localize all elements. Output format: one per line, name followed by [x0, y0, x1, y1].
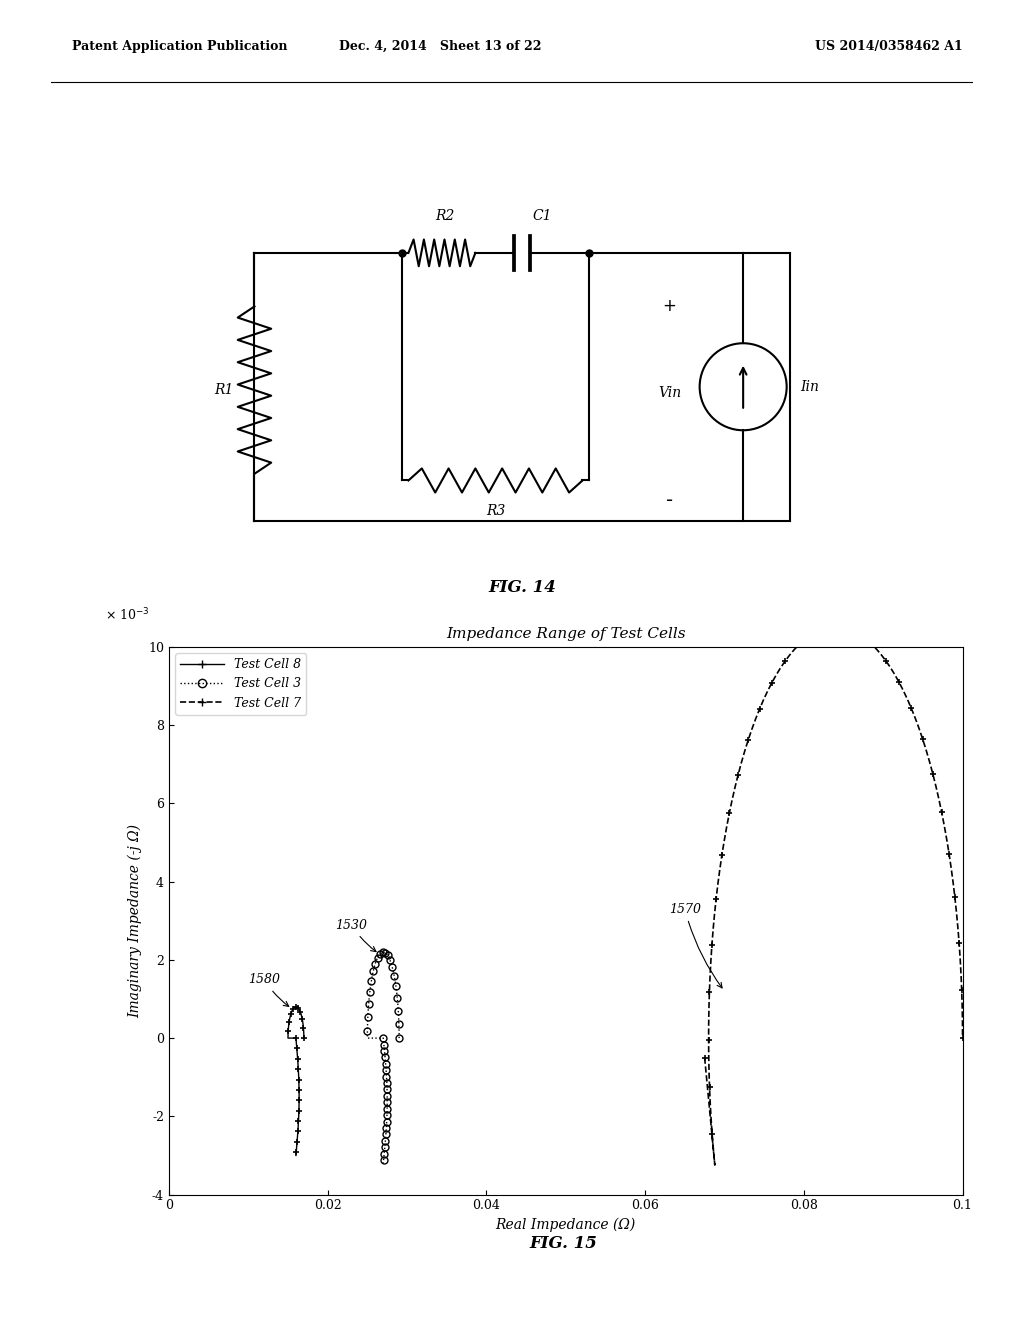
Text: $\times$ 10$^{-3}$: $\times$ 10$^{-3}$	[105, 607, 151, 624]
Test Cell 8	[290, 1147, 302, 1163]
Test Cell 3	[380, 1130, 392, 1146]
Test Cell 7	[831, 619, 844, 635]
Test Cell 8	[290, 999, 302, 1015]
Text: Iin: Iin	[800, 380, 819, 393]
Text: R2: R2	[435, 209, 455, 223]
Test Cell 8	[291, 1044, 303, 1060]
Text: 1530: 1530	[336, 919, 376, 952]
Test Cell 7	[718, 833, 730, 849]
Text: +: +	[663, 297, 677, 315]
Test Cell 3	[377, 1155, 389, 1171]
Title: Impedance Range of Test Cells: Impedance Range of Test Cells	[445, 627, 686, 642]
Test Cell 7	[943, 846, 955, 862]
Test Cell 3	[361, 1010, 374, 1026]
Text: Patent Application Publication: Patent Application Publication	[72, 40, 287, 53]
Test Cell 8	[282, 1027, 294, 1043]
Test Cell 8	[291, 1140, 303, 1156]
Test Cell 8	[289, 999, 301, 1015]
Test Cell 3	[380, 1056, 392, 1072]
Test Cell 7	[956, 1014, 969, 1030]
Text: US 2014/0358462 A1: US 2014/0358462 A1	[815, 40, 963, 53]
Test Cell 8	[298, 1030, 310, 1045]
Test Cell 8	[292, 1119, 304, 1135]
Text: R1: R1	[215, 383, 234, 397]
Line: Test Cell 3: Test Cell 3	[364, 949, 402, 1167]
Test Cell 8	[286, 1005, 298, 1020]
Text: C1: C1	[532, 209, 552, 223]
Test Cell 7	[709, 1158, 721, 1173]
Test Cell 7	[723, 805, 735, 821]
Test Cell 3	[378, 944, 390, 960]
Test Cell 7	[851, 626, 863, 642]
Y-axis label: Imaginary Impedance (-j Ω): Imaginary Impedance (-j Ω)	[128, 824, 142, 1018]
Text: FIG. 14: FIG. 14	[488, 579, 556, 597]
Text: R3: R3	[485, 504, 505, 517]
Text: -: -	[666, 491, 673, 510]
Test Cell 3	[393, 1030, 406, 1045]
Test Cell 7	[703, 983, 716, 999]
Line: Test Cell 8: Test Cell 8	[285, 1003, 307, 1159]
Test Cell 7	[698, 1049, 711, 1065]
Line: Test Cell 7: Test Cell 7	[701, 624, 966, 1168]
Text: 1570: 1570	[669, 903, 722, 987]
Test Cell 3	[380, 1069, 392, 1085]
Text: Dec. 4, 2014   Sheet 13 of 22: Dec. 4, 2014 Sheet 13 of 22	[339, 40, 542, 53]
Test Cell 3	[380, 1059, 392, 1074]
Text: 1580: 1580	[248, 973, 289, 1006]
Test Cell 3	[381, 1078, 393, 1094]
Text: Vin: Vin	[658, 387, 681, 400]
Legend: Test Cell 8, Test Cell 3, Test Cell 7: Test Cell 8, Test Cell 3, Test Cell 7	[175, 653, 306, 714]
Text: FIG. 15: FIG. 15	[529, 1236, 597, 1251]
X-axis label: Real Impedance (Ω): Real Impedance (Ω)	[496, 1218, 636, 1233]
Test Cell 7	[956, 1030, 969, 1045]
